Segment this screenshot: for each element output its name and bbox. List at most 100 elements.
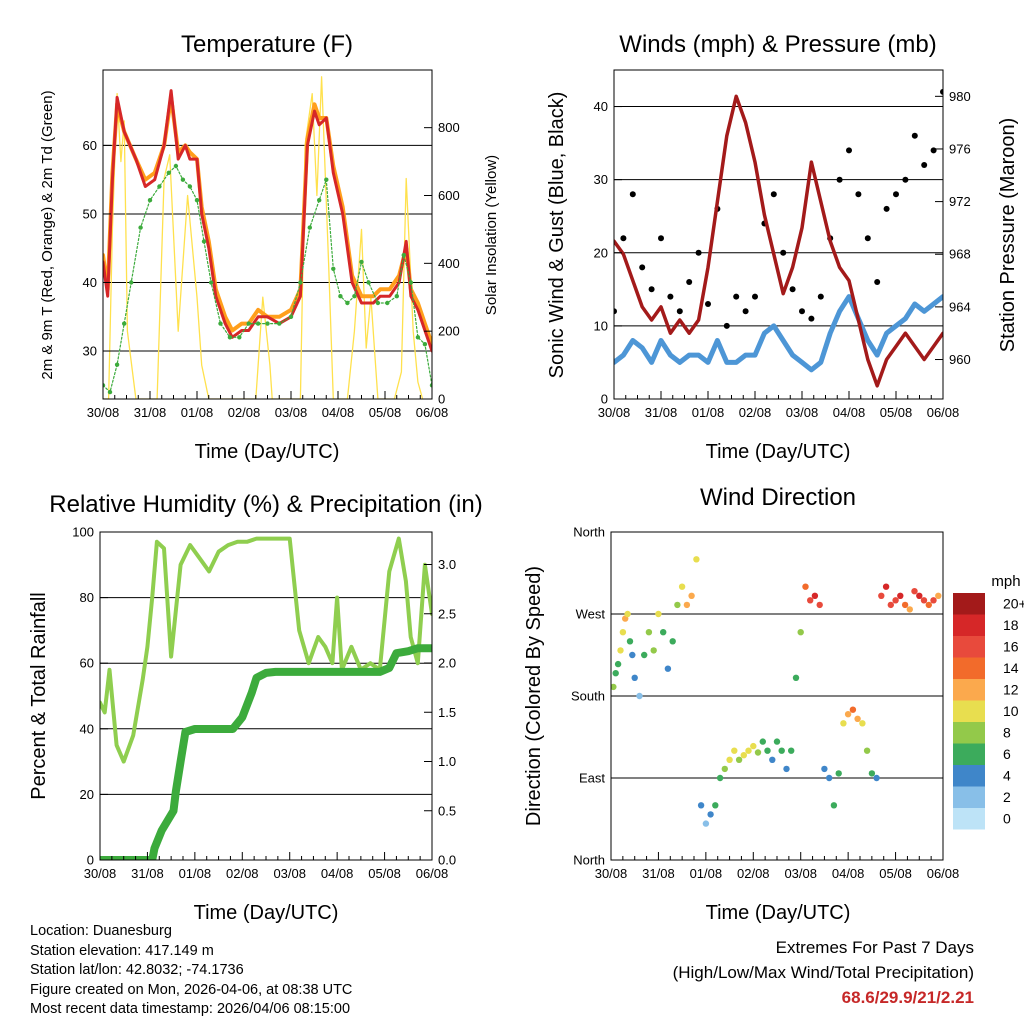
- temperature-title: Temperature (F): [181, 31, 353, 58]
- direction-point: [683, 601, 691, 609]
- humidity-xtick-label: 31/08: [131, 866, 164, 881]
- direction-point: [901, 601, 909, 609]
- direction-xtick-label: 04/08: [832, 866, 865, 881]
- direction-ytick-label: North: [573, 525, 605, 540]
- temperature-xtick-label: 30/08: [87, 405, 120, 420]
- direction-point: [764, 747, 771, 754]
- direction-point: [678, 583, 686, 590]
- direction-point: [631, 674, 638, 681]
- winds-panel: Winds (mph) & Pressure (mb) 30/08 31/08 01…: [546, 31, 1019, 463]
- temperature-ytick-label: 30: [83, 344, 97, 359]
- extremes-title: Extremes For Past 7 Days: [775, 938, 974, 957]
- humidity-y2tick-label: 2.5: [438, 606, 456, 621]
- winds-ytick-label: 30: [594, 172, 608, 187]
- colorbar-swatch: [953, 614, 985, 636]
- gust-dots-point: [658, 235, 664, 242]
- temperature-ytick-label: 50: [83, 206, 97, 221]
- winds-xtick-label: 30/08: [598, 405, 631, 420]
- direction-point: [674, 601, 681, 609]
- gust-dots-point: [639, 264, 646, 271]
- relative-humidity-line: [100, 536, 432, 764]
- direction-point: [636, 692, 643, 700]
- gust-dots-point: [799, 308, 805, 315]
- gust-dots-point: [770, 191, 777, 198]
- humidity-xtick-label: 03/08: [273, 866, 306, 881]
- wind-speed-line: [614, 294, 943, 373]
- humidity-y2tick-label: 1.5: [438, 705, 456, 720]
- gust-dots-point: [911, 132, 918, 139]
- pressure-line: [614, 94, 943, 388]
- colorbar-label: 4: [1003, 768, 1011, 784]
- temperature-ytick-label: 60: [83, 138, 97, 153]
- direction-point: [797, 629, 804, 636]
- humidity-ylabel: Percent & Total Rainfall: [28, 592, 50, 800]
- temperature-y2tick-label: 200: [438, 324, 460, 339]
- colorbar-label: 12: [1003, 682, 1019, 698]
- humidity-ytick-label: 40: [80, 721, 94, 736]
- temperature-ytick-label: 40: [83, 275, 97, 290]
- direction-ytick-label: South: [571, 689, 605, 704]
- direction-point: [835, 770, 842, 777]
- temperature-xlabel: Time (Day/UTC): [195, 441, 340, 463]
- gust-dots-point: [874, 279, 881, 285]
- direction-series: [611, 556, 942, 827]
- gust-dots-point: [648, 286, 655, 293]
- dewpoint-line: [103, 165, 432, 393]
- colorbar-label: 2: [1003, 789, 1011, 805]
- direction-point: [619, 629, 627, 636]
- gust-dots-point: [695, 249, 702, 256]
- winds-y2label: Station Pressure (Maroon): [997, 118, 1019, 353]
- direction-xtick-label: 30/08: [595, 866, 628, 881]
- winds-xtick-label: 02/08: [739, 405, 772, 420]
- humidity-xtick-label: 05/08: [368, 866, 401, 881]
- winds-ytick-label: 10: [594, 318, 608, 333]
- gust-dots-point: [752, 293, 758, 300]
- gust-dots-point: [817, 293, 824, 300]
- direction-point: [821, 765, 828, 773]
- gust-dots-point: [808, 315, 815, 322]
- gust-dots: [614, 88, 943, 329]
- direction-point: [612, 670, 619, 677]
- colorbar-swatch: [953, 679, 985, 701]
- direction-point: [840, 720, 847, 727]
- winds-y2tick-label: 980: [949, 89, 971, 104]
- direction-point: [611, 683, 617, 691]
- gust-dots-point: [864, 235, 871, 242]
- temperature-y2tick-label: 400: [438, 256, 460, 271]
- direction-ytick-label: East: [579, 771, 605, 786]
- station-info: Location: Duanesburg Station elevation: …: [30, 922, 352, 1020]
- direction-gridlines: [611, 613, 943, 779]
- direction-point: [892, 597, 899, 604]
- colorbar-swatch: [953, 765, 985, 787]
- humidity-gridlines: [100, 597, 432, 795]
- colorbar-title: mph: [991, 573, 1020, 590]
- temperature-panel: Temperature (F) 30/08 31/08 01/08 02/08 03/0…: [39, 31, 500, 463]
- winds-xtick-label: 31/08: [645, 405, 678, 420]
- winds-axes: 30/08 31/08 01/08 02/08 03/08 04/08 05/08 06/08…: [594, 89, 971, 420]
- solar-insolation-line: [103, 76, 424, 399]
- direction-point: [702, 820, 710, 827]
- gust-dots-point: [846, 147, 852, 154]
- recent-timestamp-text: Most recent data timestamp: 2026/04/06 0…: [30, 1001, 351, 1017]
- direction-point: [778, 747, 785, 754]
- winds-series: [614, 88, 943, 388]
- winds-xlabel: Time (Day/UTC): [706, 441, 851, 463]
- colorbar-swatch: [953, 722, 985, 744]
- direction-ytick-label: North: [573, 853, 605, 868]
- direction-xtick-label: 01/08: [690, 866, 723, 881]
- gust-dots-point: [902, 176, 909, 183]
- direction-point: [660, 629, 667, 636]
- humidity-xtick-label: 06/08: [416, 866, 449, 881]
- direction-xtick-label: 05/08: [879, 866, 912, 881]
- direction-point: [816, 601, 823, 609]
- gust-dots-point: [940, 88, 943, 95]
- humidity-y2tick-label: 0.5: [438, 803, 456, 818]
- direction-point: [863, 747, 871, 754]
- direction-point: [693, 556, 700, 563]
- direction-point: [740, 752, 747, 759]
- humidity-ytick-label: 60: [80, 656, 94, 671]
- direction-point: [802, 583, 809, 590]
- colorbar-swatch: [953, 636, 985, 658]
- winds-xtick-label: 05/08: [880, 405, 913, 420]
